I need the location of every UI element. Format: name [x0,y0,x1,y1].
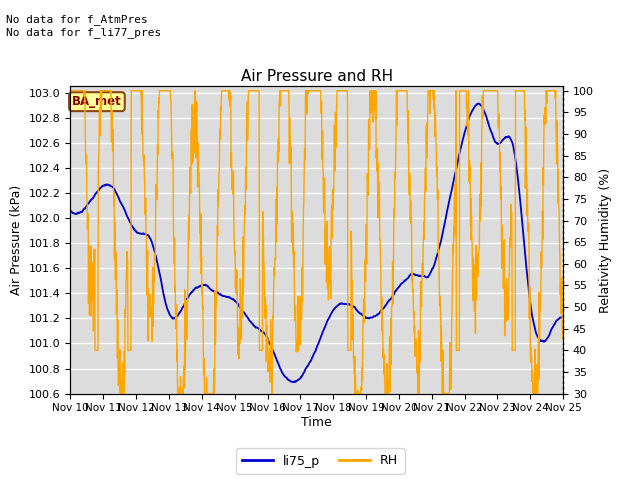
li75_p [125,216,132,222]
RH [559,319,567,324]
RH [105,88,113,94]
RH [348,228,355,234]
li75_p [67,208,74,214]
RH [117,391,125,396]
li75_p [105,182,113,188]
li75_p [276,364,284,370]
Line: li75_p: li75_p [70,104,563,382]
Line: RH: RH [70,91,563,394]
RH [125,348,132,353]
Text: No data for f_AtmPres
No data for f_li77_pres: No data for f_AtmPres No data for f_li77… [6,14,162,38]
li75_p [295,377,303,383]
li75_p [289,379,297,385]
Y-axis label: Relativity Humidity (%): Relativity Humidity (%) [600,168,612,312]
Legend: li75_p, RH: li75_p, RH [236,448,404,474]
RH [286,150,294,156]
RH [276,88,284,94]
RH [295,329,303,335]
li75_p [286,378,294,384]
li75_p [559,314,567,320]
Text: BA_met: BA_met [72,95,122,108]
li75_p [348,302,355,308]
RH [67,88,74,94]
X-axis label: Time: Time [301,416,332,429]
Y-axis label: Air Pressure (kPa): Air Pressure (kPa) [10,185,23,295]
li75_p [474,101,482,107]
Title: Air Pressure and RH: Air Pressure and RH [241,69,393,84]
